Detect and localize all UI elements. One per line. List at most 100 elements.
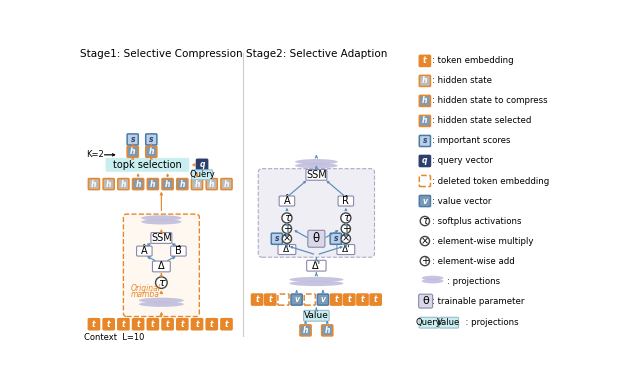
Text: s: s bbox=[333, 234, 338, 243]
Text: Value: Value bbox=[304, 311, 329, 320]
FancyBboxPatch shape bbox=[419, 294, 433, 308]
Text: : important scores: : important scores bbox=[432, 136, 510, 146]
FancyBboxPatch shape bbox=[221, 179, 232, 190]
FancyBboxPatch shape bbox=[322, 325, 333, 336]
Text: s: s bbox=[149, 135, 154, 144]
FancyBboxPatch shape bbox=[118, 319, 129, 330]
Text: h: h bbox=[224, 180, 229, 189]
Text: t: t bbox=[166, 320, 170, 329]
Circle shape bbox=[341, 234, 351, 243]
Ellipse shape bbox=[295, 159, 338, 164]
Text: : trainable parameter: : trainable parameter bbox=[432, 297, 524, 305]
Text: Â: Â bbox=[284, 196, 290, 206]
FancyBboxPatch shape bbox=[304, 294, 316, 305]
Text: : hidden state: : hidden state bbox=[432, 77, 492, 85]
Text: SSM: SSM bbox=[151, 233, 172, 243]
Text: Query: Query bbox=[189, 170, 215, 179]
Text: : query vector: : query vector bbox=[432, 157, 493, 166]
Text: τ: τ bbox=[422, 216, 428, 226]
FancyBboxPatch shape bbox=[136, 246, 152, 256]
Text: t: t bbox=[423, 56, 427, 66]
FancyBboxPatch shape bbox=[271, 233, 282, 244]
Text: t: t bbox=[136, 320, 140, 329]
Text: Â: Â bbox=[141, 246, 148, 256]
Text: : projections: : projections bbox=[460, 318, 518, 327]
FancyBboxPatch shape bbox=[177, 319, 188, 330]
Ellipse shape bbox=[422, 276, 444, 280]
Text: : token embedding: : token embedding bbox=[432, 56, 513, 66]
Text: s: s bbox=[275, 234, 279, 243]
Text: t: t bbox=[348, 295, 351, 304]
Text: Δ': Δ' bbox=[283, 245, 291, 254]
Circle shape bbox=[341, 224, 351, 233]
FancyBboxPatch shape bbox=[147, 319, 159, 330]
FancyBboxPatch shape bbox=[278, 244, 296, 255]
FancyBboxPatch shape bbox=[419, 96, 431, 106]
FancyBboxPatch shape bbox=[88, 179, 100, 190]
Text: +: + bbox=[283, 224, 291, 234]
Circle shape bbox=[282, 224, 292, 233]
FancyBboxPatch shape bbox=[177, 179, 188, 190]
FancyBboxPatch shape bbox=[171, 246, 186, 256]
FancyBboxPatch shape bbox=[338, 196, 353, 206]
Text: : hidden state to compress: : hidden state to compress bbox=[432, 96, 547, 105]
Ellipse shape bbox=[422, 279, 444, 283]
Text: : element-wise multiply: : element-wise multiply bbox=[432, 236, 533, 246]
Text: h: h bbox=[422, 96, 428, 105]
FancyBboxPatch shape bbox=[317, 294, 328, 305]
Text: Δ': Δ' bbox=[342, 245, 350, 254]
Ellipse shape bbox=[139, 298, 184, 303]
Text: : hidden state se​lected: : hidden state se​lected bbox=[432, 116, 531, 125]
FancyBboxPatch shape bbox=[357, 294, 368, 305]
Text: : softplus activations: : softplus activations bbox=[432, 216, 522, 226]
Text: h: h bbox=[92, 180, 97, 189]
Text: ×: × bbox=[342, 234, 350, 244]
FancyBboxPatch shape bbox=[146, 146, 157, 157]
Circle shape bbox=[420, 257, 429, 266]
Text: v: v bbox=[321, 295, 326, 304]
Ellipse shape bbox=[141, 219, 182, 224]
FancyBboxPatch shape bbox=[344, 294, 355, 305]
Text: R̂: R̂ bbox=[342, 196, 349, 206]
Text: : element-wise add: : element-wise add bbox=[432, 257, 515, 266]
Text: mamba: mamba bbox=[131, 290, 159, 299]
FancyBboxPatch shape bbox=[278, 294, 289, 305]
FancyBboxPatch shape bbox=[306, 169, 327, 180]
Text: t: t bbox=[195, 320, 199, 329]
Text: q: q bbox=[422, 157, 428, 166]
FancyBboxPatch shape bbox=[265, 294, 276, 305]
FancyBboxPatch shape bbox=[252, 294, 262, 305]
Ellipse shape bbox=[295, 163, 338, 168]
Circle shape bbox=[420, 216, 429, 226]
FancyBboxPatch shape bbox=[279, 196, 294, 206]
Text: τ: τ bbox=[284, 213, 290, 223]
FancyBboxPatch shape bbox=[330, 233, 341, 244]
FancyBboxPatch shape bbox=[191, 170, 212, 180]
Text: Stage2: Selective Adaption: Stage2: Selective Adaption bbox=[246, 49, 387, 60]
FancyBboxPatch shape bbox=[127, 134, 138, 145]
Ellipse shape bbox=[141, 215, 182, 221]
FancyBboxPatch shape bbox=[206, 319, 218, 330]
FancyBboxPatch shape bbox=[419, 155, 431, 166]
Text: h: h bbox=[324, 326, 330, 335]
Circle shape bbox=[420, 236, 429, 246]
FancyBboxPatch shape bbox=[419, 135, 431, 147]
Text: h: h bbox=[150, 180, 156, 189]
Text: Query: Query bbox=[416, 318, 442, 327]
Text: ×: × bbox=[421, 236, 429, 246]
FancyBboxPatch shape bbox=[419, 115, 431, 127]
Text: : projections: : projections bbox=[447, 277, 500, 286]
FancyBboxPatch shape bbox=[419, 75, 431, 86]
Ellipse shape bbox=[289, 281, 344, 286]
Text: h: h bbox=[209, 180, 214, 189]
Text: h: h bbox=[165, 180, 170, 189]
Text: Stage1: Selective Compression: Stage1: Selective Compression bbox=[80, 49, 243, 60]
Text: θ: θ bbox=[422, 296, 429, 306]
Text: t: t bbox=[180, 320, 184, 329]
FancyBboxPatch shape bbox=[419, 175, 431, 186]
Text: Δ: Δ bbox=[158, 262, 164, 271]
Text: h: h bbox=[121, 180, 126, 189]
FancyBboxPatch shape bbox=[147, 179, 159, 190]
FancyBboxPatch shape bbox=[439, 317, 459, 328]
FancyBboxPatch shape bbox=[330, 294, 342, 305]
